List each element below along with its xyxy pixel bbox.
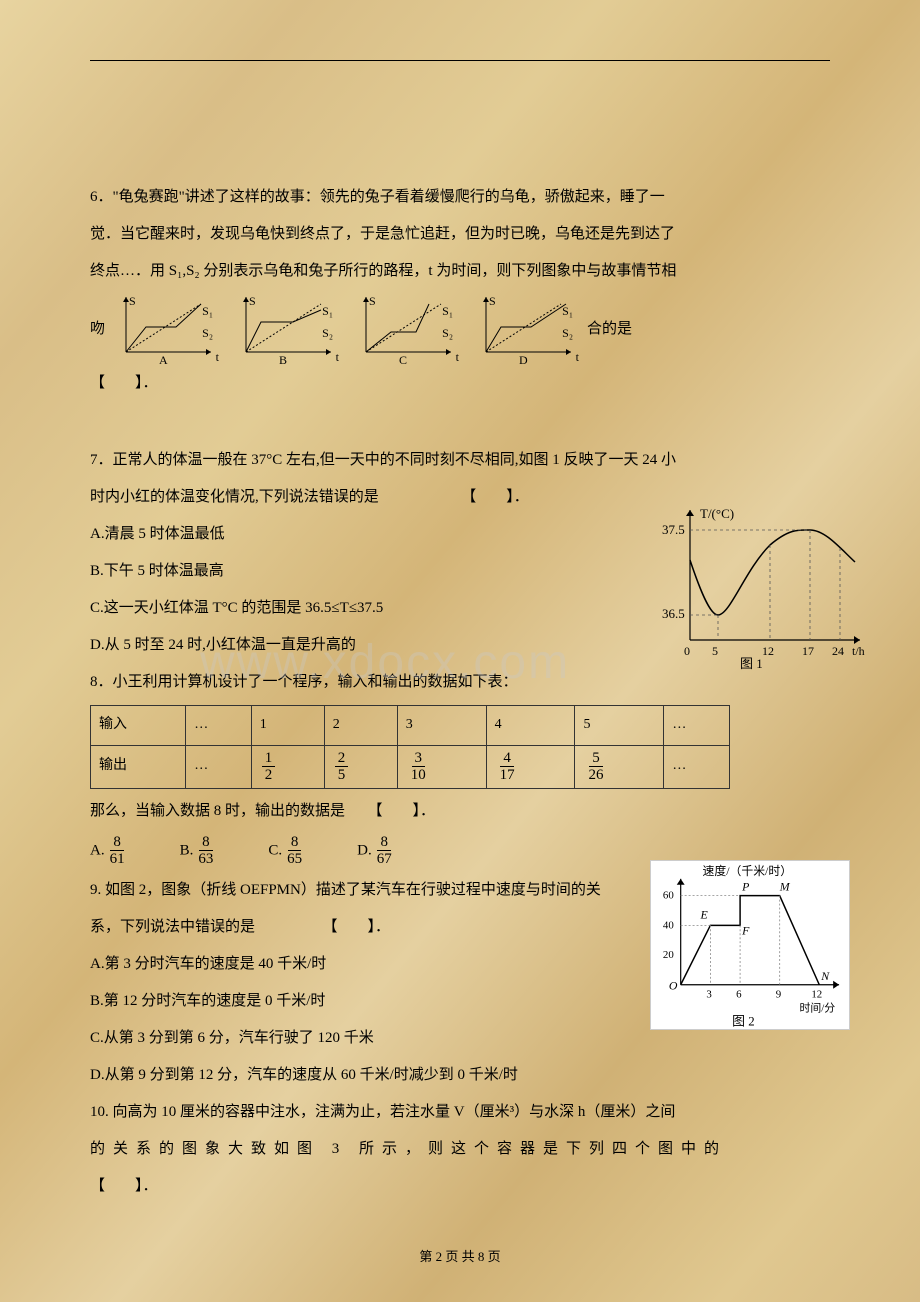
- svg-text:O: O: [669, 979, 678, 993]
- svg-text:P: P: [741, 880, 749, 894]
- q8-after: 那么，当输入数据 8 时，输出的数据是 【 】．: [90, 795, 830, 828]
- svg-text:12: 12: [811, 989, 822, 1001]
- table-header-input: 输入: [91, 706, 186, 746]
- svg-text:图 2: 图 2: [732, 1014, 755, 1028]
- q9-optD: D.从第 9 分到第 12 分，汽车的速度从 60 千米/时减少到 0 千米/时: [90, 1059, 830, 1092]
- svg-text:60: 60: [663, 890, 674, 902]
- svg-text:N: N: [820, 969, 830, 983]
- svg-text:0: 0: [684, 644, 690, 658]
- q8-opt-b: B.863: [180, 834, 219, 868]
- svg-text:40: 40: [663, 919, 674, 931]
- svg-text:6: 6: [736, 989, 742, 1001]
- svg-text:12: 12: [762, 644, 774, 658]
- q10-bracket: 【 】．: [90, 1170, 830, 1203]
- page-footer: 第 2 页 共 8 页: [0, 1243, 920, 1272]
- svg-text:5: 5: [712, 644, 718, 658]
- q6-graph-a: S S₁ S₂ t A: [111, 292, 221, 367]
- q8-opt-a: A.861: [90, 834, 130, 868]
- svg-text:E: E: [699, 907, 708, 921]
- q10-line1: 10. 向高为 10 厘米的容器中注水，注满为止，若注水量 V（厘米³）与水深 …: [90, 1096, 830, 1129]
- svg-text:M: M: [779, 880, 791, 894]
- svg-text:速度/（千米/时）: 速度/（千米/时）: [702, 864, 792, 878]
- q6-graphs: S S₁ S₂ t A S S₁ S₂ t B: [111, 292, 581, 367]
- q6-graph-d: S S₁ S₂ t D: [471, 292, 581, 367]
- q6-graph-row: 吻 S S₁ S₂ t A: [90, 292, 830, 367]
- svg-text:t/h: t/h: [852, 644, 865, 658]
- q6-graph-c: S S₁ S₂ t C: [351, 292, 461, 367]
- q8-opt-c: C.865: [268, 834, 307, 868]
- table-row: 输入 … 1 2 3 4 5 …: [91, 706, 730, 746]
- figure-2: 速度/（千米/时） 60 40 20 3 6 9 12 时间/分 O: [650, 860, 850, 1030]
- q6-line1: 6．"龟兔赛跑"讲述了这样的故事：领先的兔子看着缓慢爬行的乌龟，骄傲起来，睡了一: [90, 181, 830, 214]
- q7-line1: 7．正常人的体温一般在 37°C 左右,但一天中的不同时刻不尽相同,如图 1 反…: [90, 444, 830, 477]
- page: www.xdocx.com 6．"龟兔赛跑"讲述了这样的故事：领先的兔子看着缓慢…: [0, 0, 920, 1247]
- q6-bracket: 【 】．: [90, 367, 830, 400]
- svg-text:9: 9: [776, 989, 781, 1001]
- q8-text: 8．小王利用计算机设计了一个程序，输入和输出的数据如下表：: [90, 666, 830, 699]
- q6-line4b: 合的是: [587, 313, 632, 346]
- svg-text:时间/分: 时间/分: [799, 1001, 835, 1014]
- q8-opt-d: D.867: [357, 834, 397, 868]
- svg-text:F: F: [741, 923, 750, 937]
- svg-text:20: 20: [663, 949, 674, 961]
- table-header-output: 输出: [91, 745, 186, 788]
- q8-table: 输入 … 1 2 3 4 5 … 输出 … 12 25 310 417 526 …: [90, 705, 730, 789]
- table-row: 输出 … 12 25 310 417 526 …: [91, 745, 730, 788]
- q6-line2: 觉．当它醒来时，发现乌龟快到终点了，于是急忙追赶，但为时已晚，乌龟还是先到达了: [90, 218, 830, 251]
- svg-text:37.5: 37.5: [662, 522, 685, 537]
- q6-line3: 终点…．用 S₁,S₂ 分别表示乌龟和兔子所行的路程，t 为时间，则下列图象中与…: [90, 255, 830, 288]
- svg-text:24: 24: [832, 644, 844, 658]
- q6-line4a: 吻: [90, 313, 105, 346]
- svg-text:36.5: 36.5: [662, 606, 685, 621]
- svg-text:3: 3: [706, 989, 712, 1001]
- figure-1: 37.5 36.5 T/(°C) 0 5 12 17 24 t/h 图 1: [660, 500, 870, 670]
- svg-text:T/(°C): T/(°C): [700, 506, 734, 521]
- q6-graph-b: S S₁ S₂ t B: [231, 292, 341, 367]
- top-rule: [90, 60, 830, 61]
- q10-line2: 的关系的图象大致如图 3 所示，则这个容器是下列四个图中的: [90, 1133, 830, 1166]
- svg-text:17: 17: [802, 644, 814, 658]
- svg-text:图 1: 图 1: [740, 656, 763, 670]
- watermark: www.xdocx.com: [200, 610, 570, 716]
